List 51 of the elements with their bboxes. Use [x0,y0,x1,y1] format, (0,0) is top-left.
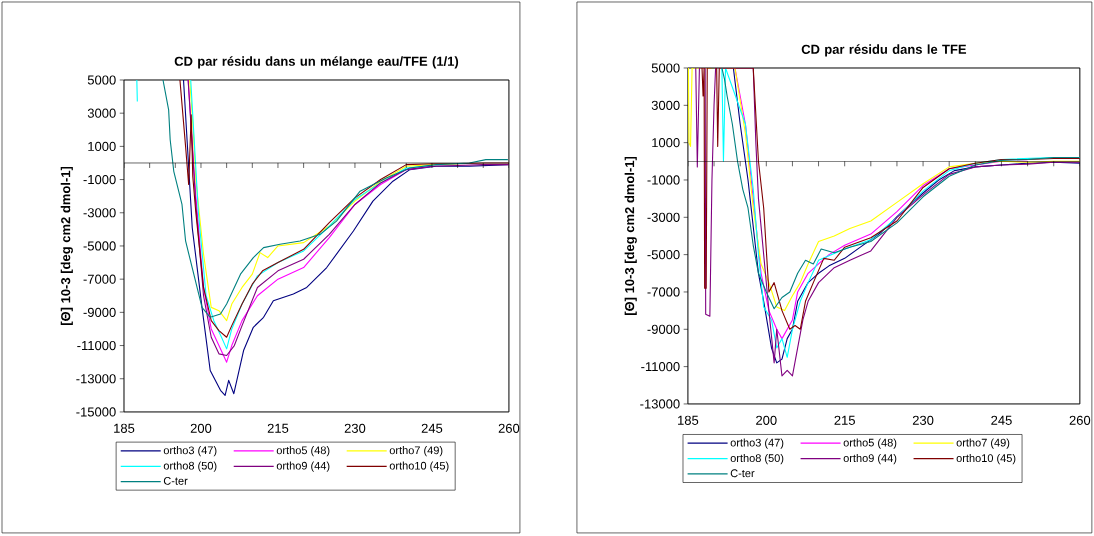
y-tick-label: -11000 [77,340,116,351]
x-tick-label: 230 [912,415,934,425]
x-tick-label: 215 [834,415,855,425]
legend-label: ortho8 (50) [730,453,784,465]
x-tick-label: 245 [991,415,1012,425]
y-tick-label: -11000 [641,362,680,372]
y-tick-label: -9000 [647,324,680,334]
legend-label: ortho10 (45) [956,453,1016,465]
x-tick-label: 260 [1069,415,1091,425]
y-tick-label: -3000 [83,208,116,218]
y-tick-label: -9000 [83,307,116,317]
legend-label: ortho9 (44) [276,461,330,472]
y-tick-label: -1000 [83,175,116,185]
x-tick-label: 260 [498,423,520,433]
y-tick-label: 3000 [87,108,116,118]
legend-label: ortho7 (49) [389,446,443,457]
y-axis-title: [Θ] 10-3 [deg cm2 dmol-1] [60,166,73,326]
y-tick-label: -5000 [647,250,680,260]
y-tick-label: -3000 [647,212,680,222]
chart-title: CD par résidu dans le TFE [801,44,967,57]
y-tick-label: 5000 [87,75,116,85]
x-tick-label: 200 [756,415,777,425]
y-tick-label: -13000 [640,399,680,409]
legend-label: ortho7 (49) [956,438,1010,449]
legend-label: ortho5 (48) [843,438,897,449]
x-tick-label: 230 [344,423,366,433]
y-tick-label: -15000 [76,407,116,417]
y-axis-title: [Θ] 10-3 [deg cm2 dmol-1] [624,156,637,316]
x-tick-label: 215 [267,423,289,433]
legend-label: ortho8 (50) [163,461,217,472]
y-tick-label: 3000 [651,100,680,110]
legend-label: C-ter [730,469,755,478]
x-tick-label: 185 [114,423,135,433]
y-tick-label: 5000 [651,63,680,73]
legend-label: ortho10 (45) [389,461,449,472]
legend-label: ortho3 (47) [730,438,784,449]
y-tick-label: 1000 [652,138,680,148]
x-tick-label: 245 [421,423,443,433]
y-tick-label: 1000 [88,141,116,152]
y-tick-label: -13000 [76,374,116,384]
x-tick-label: 200 [190,423,212,433]
y-tick-label: -7000 [83,274,116,284]
legend-label: ortho3 (47) [163,446,217,457]
chart-title: CD par résidu dans un mélange eau/TFE (1/1) [174,56,459,69]
y-tick-label: -1000 [647,175,680,185]
legend-label: C-ter [163,477,188,485]
y-tick-label: -7000 [647,287,680,297]
legend-label: ortho9 (44) [843,453,897,465]
y-tick-label: -5000 [83,241,116,251]
legend-label: ortho5 (48) [276,446,330,457]
x-tick-label: 185 [678,415,699,425]
